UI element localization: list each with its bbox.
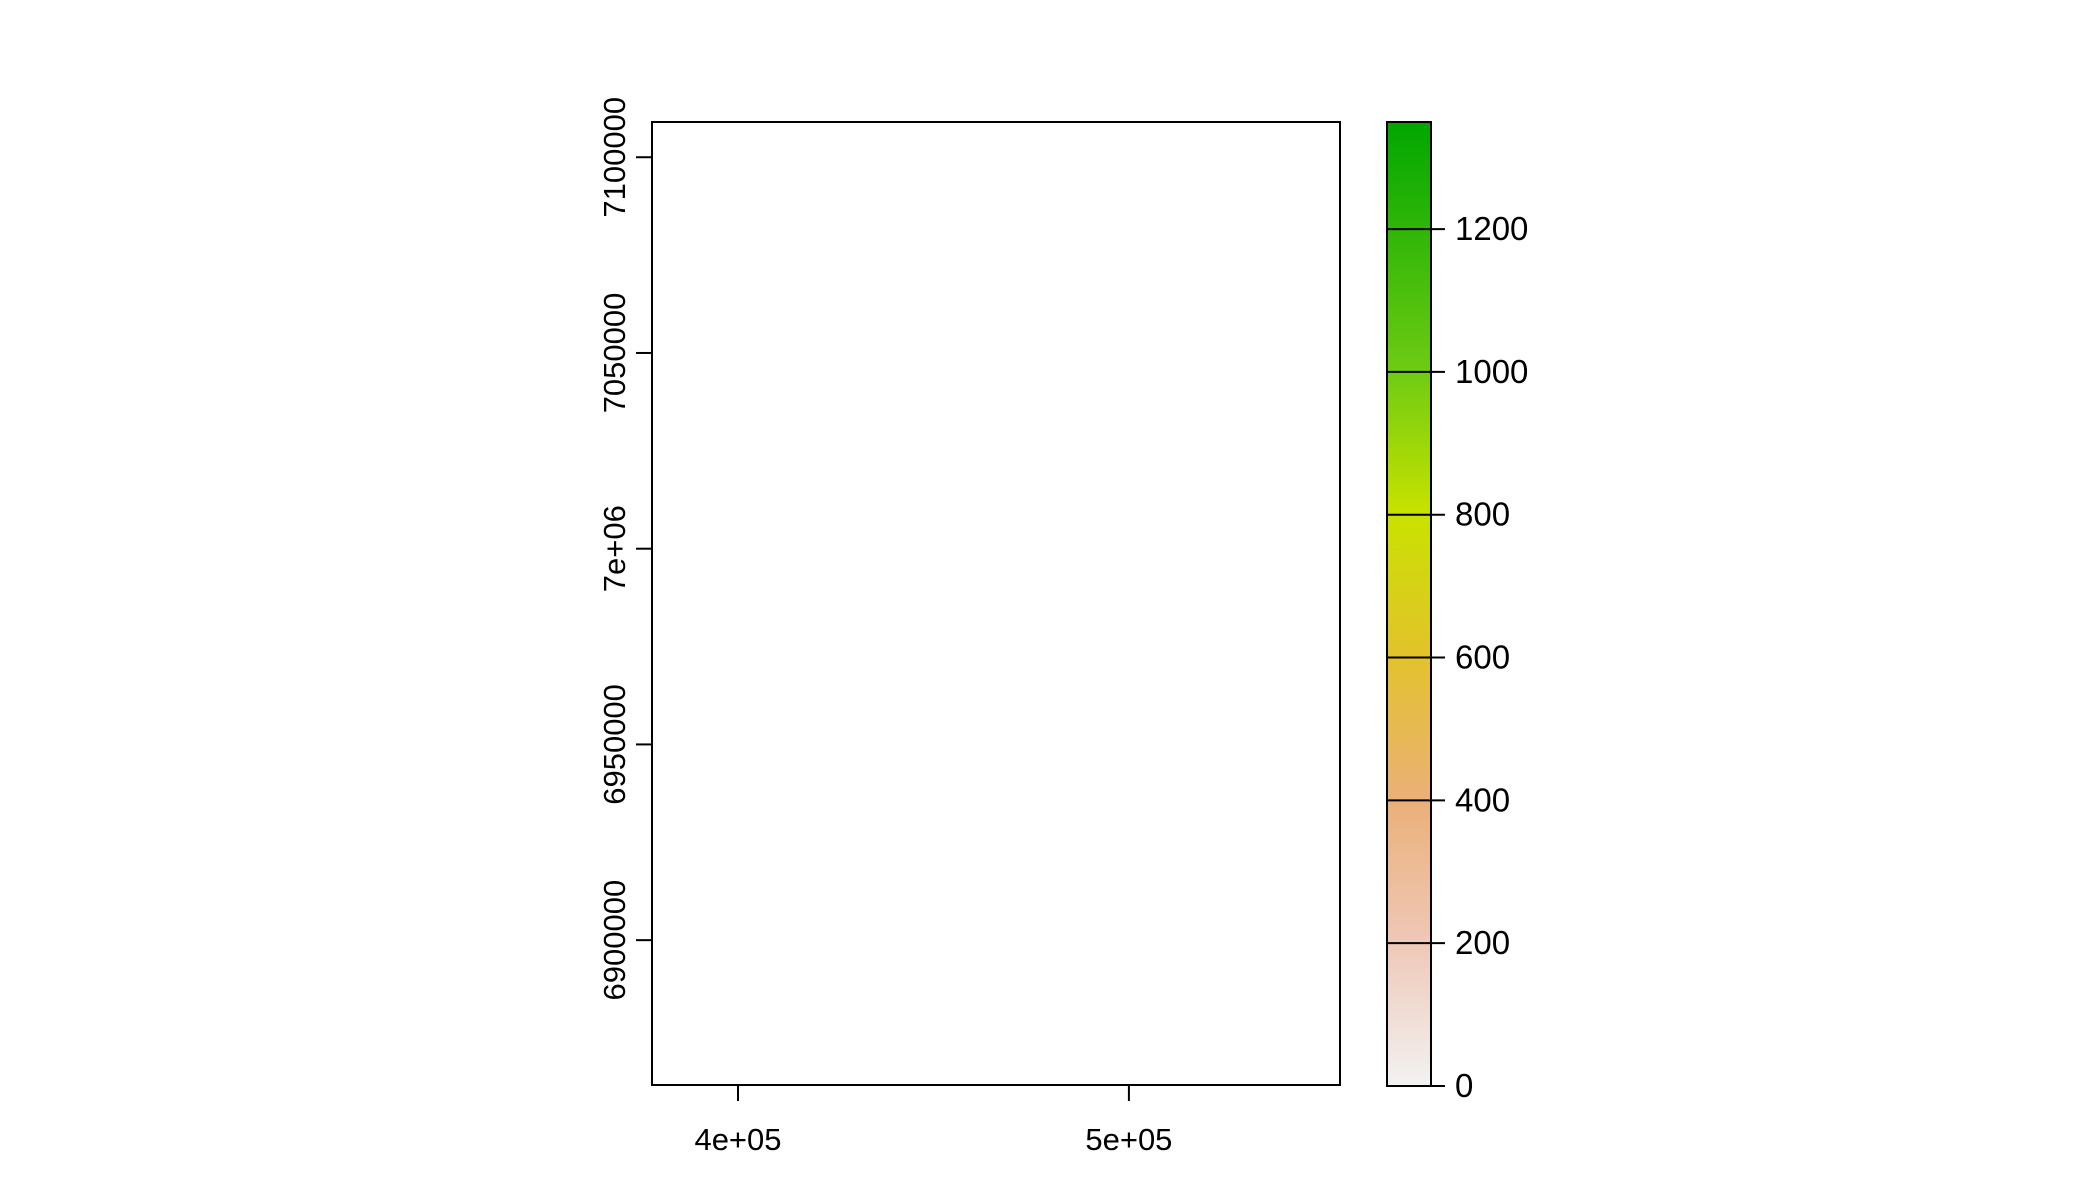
raster-elevation-feature-3 <box>945 341 984 380</box>
x-tick-label: 4e+05 <box>694 1122 781 1157</box>
x-tick-label: 5e+05 <box>1085 1122 1172 1157</box>
raster-elevation-feature-8 <box>922 529 985 607</box>
x-axis: 4e+05 5e+05 <box>694 1085 1172 1157</box>
legend-tick-label: 1000 <box>1455 353 1528 390</box>
y-tick-label: 7e+06 <box>597 505 632 592</box>
raster-elevation-feature-19 <box>1090 971 1168 1065</box>
raster-elevation-feature-10 <box>1059 220 1106 330</box>
raster-elevation-feature-1 <box>769 286 847 380</box>
raster-elevation-feature-15 <box>976 1046 1031 1085</box>
raster-elevation-feature-11 <box>1066 694 1191 835</box>
raster-elevation-feature-0 <box>793 314 996 549</box>
raster-elevation-feature-17 <box>1172 1011 1242 1066</box>
raster-elevation-feature-9 <box>980 353 1043 431</box>
legend-tick-label: 200 <box>1455 924 1510 961</box>
raster-elevation-feature-13 <box>894 925 933 972</box>
legend-tick-label: 1200 <box>1455 210 1528 247</box>
raster-elevation-feature-2 <box>855 322 918 385</box>
legend-tick-label: 0 <box>1455 1067 1473 1104</box>
y-axis: 6900000 6950000 7e+06 7050000 7100000 <box>597 97 652 1001</box>
raster-layer <box>652 122 1340 1085</box>
legend-tick-label: 400 <box>1455 781 1510 818</box>
raster-elevation-feature-14 <box>926 1003 981 1073</box>
y-tick-label: 6950000 <box>597 684 632 805</box>
raster-elevation-feature-5 <box>672 678 766 772</box>
raster-elevation-feature-7 <box>1023 604 1062 651</box>
raster-elevation-feature-4 <box>777 553 855 741</box>
raster-elevation-feature-20 <box>1164 862 1211 940</box>
color-legend: 0 200 400 600 800 1000 1200 <box>1386 121 1528 1104</box>
raster-coastal-lowland <box>1148 122 1340 1085</box>
plot-frame <box>651 121 1341 1086</box>
raster-elevation-feature-6 <box>945 474 1039 662</box>
y-tick-label: 7100000 <box>597 97 632 218</box>
raster-elevation-feature-18 <box>1211 1042 1242 1073</box>
legend-tick-label: 800 <box>1455 496 1510 533</box>
y-tick-label: 6900000 <box>597 880 632 1001</box>
raster-elevation-feature-12 <box>816 885 894 955</box>
raster-base-fill <box>652 122 1340 1085</box>
raster-elevation-feature-16 <box>1019 932 1082 1026</box>
legend-color-bar <box>1386 121 1432 1087</box>
y-tick-label: 7050000 <box>597 293 632 414</box>
legend-tick-label: 600 <box>1455 639 1510 676</box>
